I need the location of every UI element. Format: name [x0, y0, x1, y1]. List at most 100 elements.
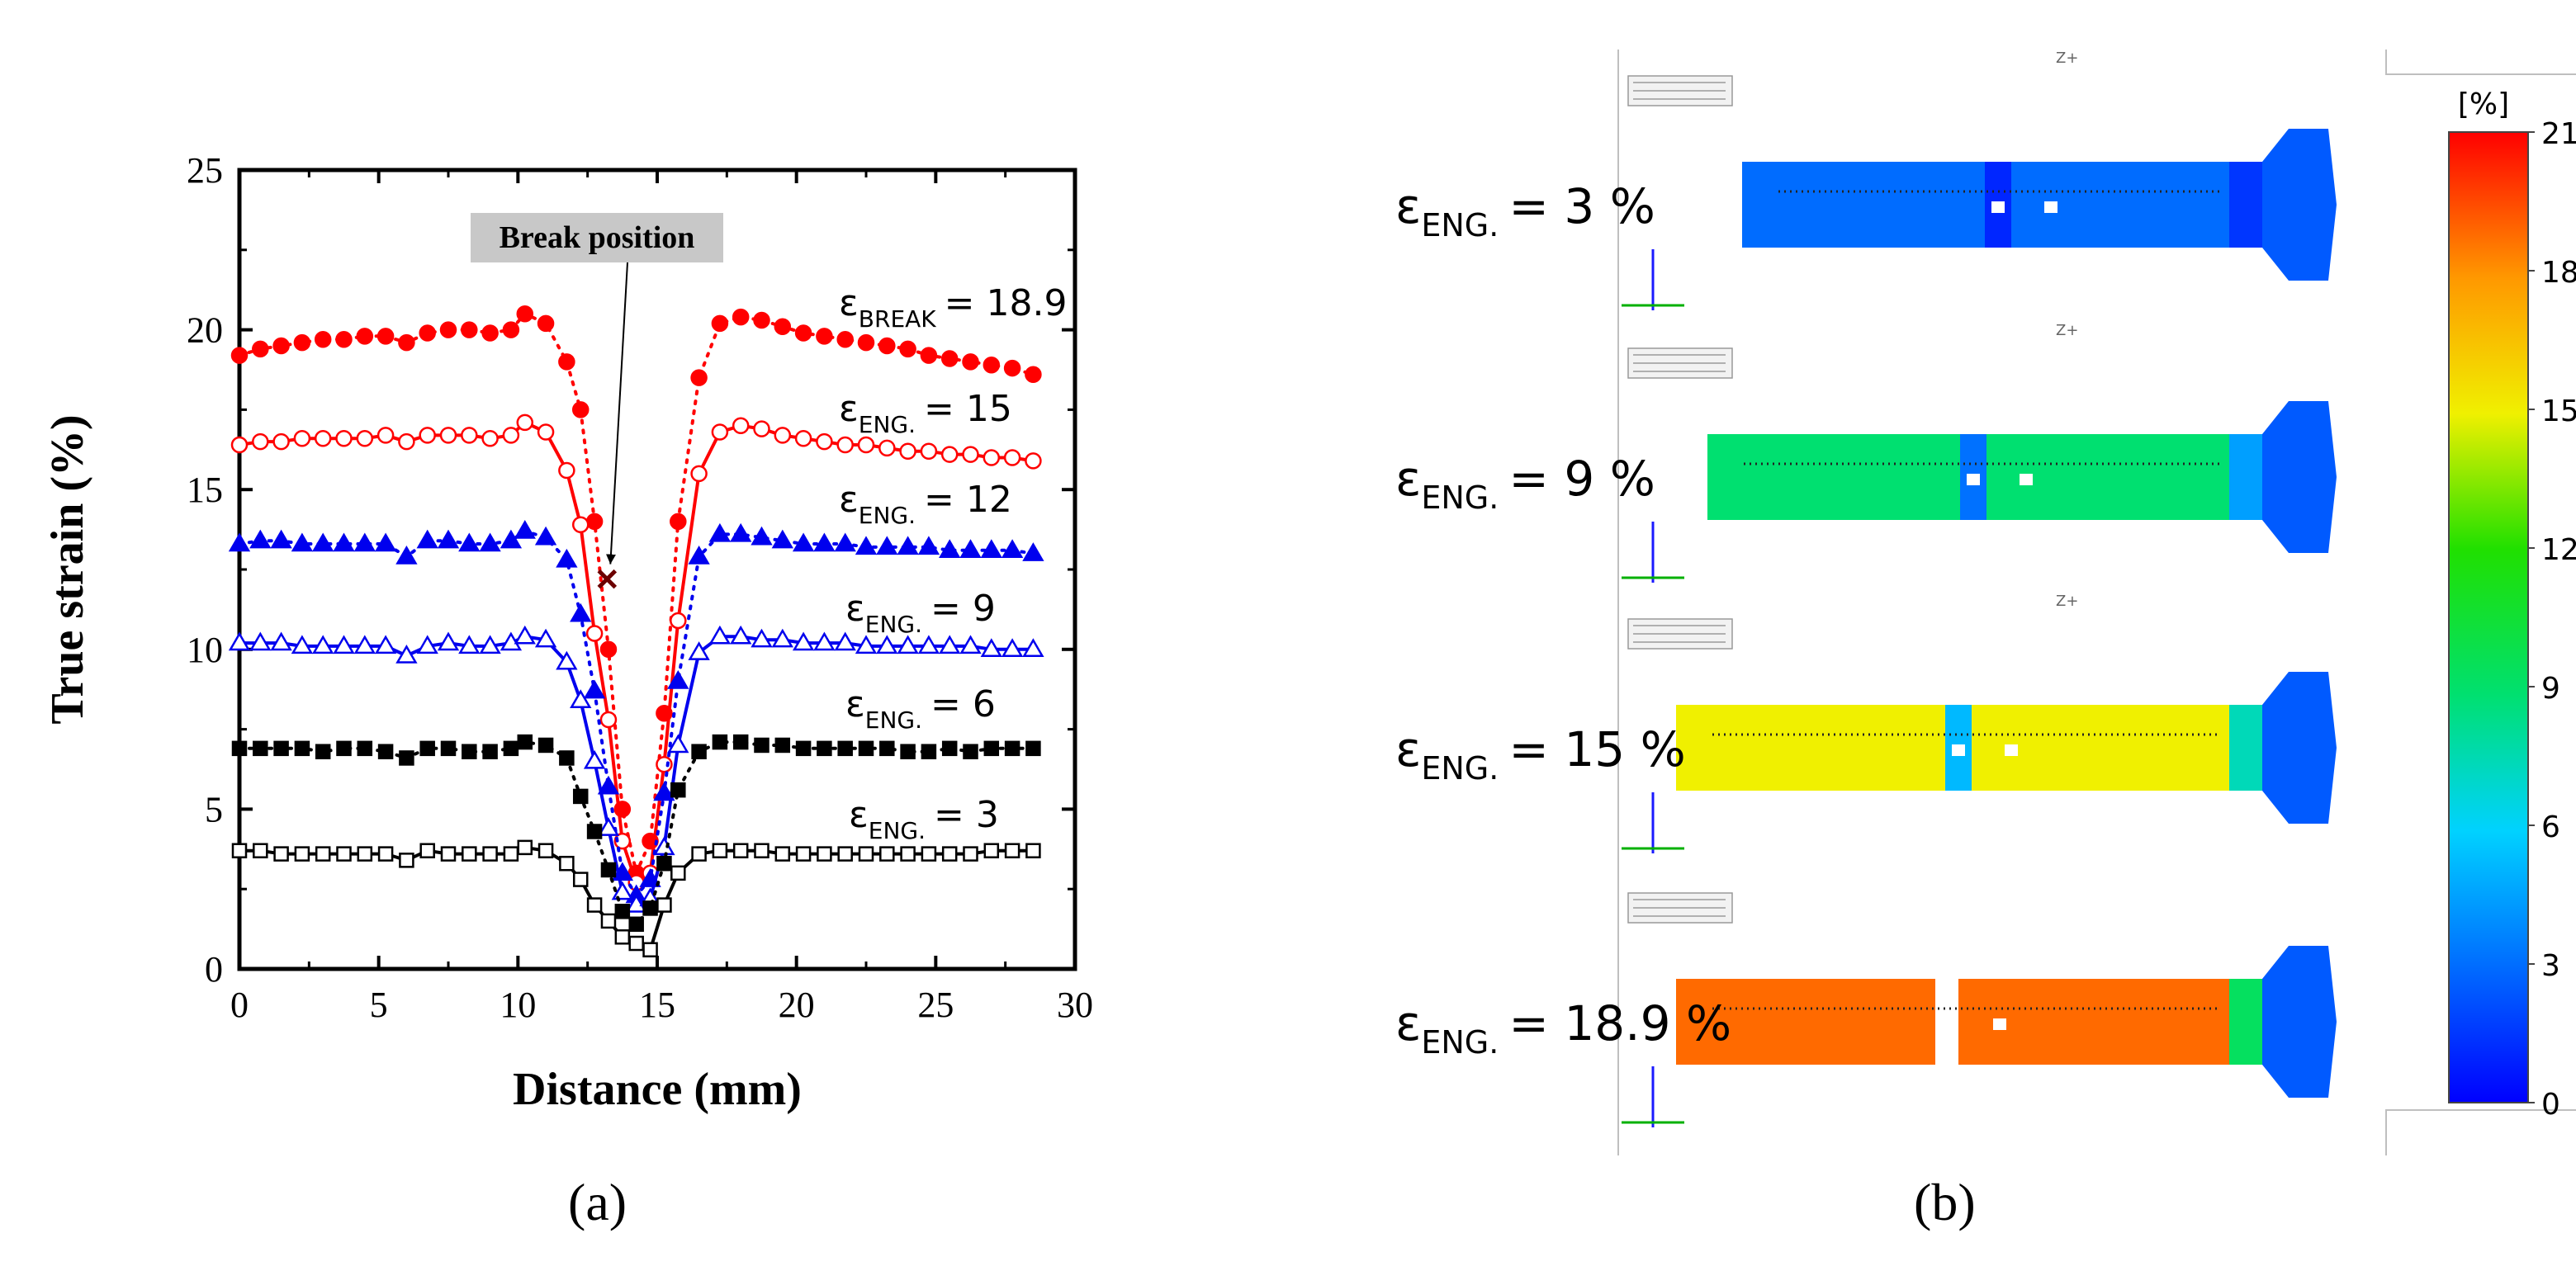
data-point — [816, 432, 833, 451]
x-tick-label: 20 — [779, 985, 815, 1025]
colorbar-unit: [%] — [2458, 87, 2509, 121]
data-point — [917, 635, 940, 654]
x-tick-label: 5 — [370, 985, 388, 1025]
data-point — [732, 417, 750, 435]
axis-marker: Z+ — [2056, 593, 2078, 610]
data-point — [461, 321, 478, 338]
data-point — [556, 548, 578, 568]
specimen-gauge — [1742, 162, 2262, 248]
data-point — [458, 532, 481, 552]
data-point — [962, 353, 979, 371]
data-point — [503, 846, 519, 862]
x-tick-label: 30 — [1057, 985, 1093, 1025]
data-point — [614, 929, 631, 945]
data-point — [980, 539, 1002, 559]
data-point — [962, 446, 979, 463]
data-point — [792, 532, 815, 552]
data-point — [939, 635, 961, 654]
data-point — [857, 333, 875, 352]
data-point — [837, 846, 853, 862]
data-point — [231, 740, 248, 757]
colorbar-tick-label: 21 — [2541, 117, 2576, 151]
series-eps_BREAK — [230, 305, 1042, 882]
data-point — [537, 423, 555, 441]
marker-point — [1991, 201, 2005, 213]
data-point — [353, 635, 376, 654]
data-point — [837, 740, 853, 757]
data-point — [794, 324, 812, 342]
data-point — [514, 520, 536, 539]
data-point — [774, 846, 791, 862]
data-point — [294, 740, 310, 757]
data-point — [333, 532, 355, 552]
colorbar-frame-bottom — [2385, 1109, 2576, 1155]
break-position-arrow — [605, 262, 628, 565]
data-point — [920, 442, 938, 460]
data-point — [479, 635, 501, 654]
data-point — [670, 513, 687, 531]
marker-point — [1993, 1018, 2006, 1030]
data-point — [517, 839, 533, 856]
series-eps_ENG_6 — [231, 734, 1041, 933]
specimen-gauge — [1707, 434, 2262, 520]
data-point — [312, 635, 334, 654]
series-line — [238, 311, 1035, 879]
specimen-grip — [2262, 946, 2337, 1098]
data-point — [399, 853, 414, 868]
data-point — [656, 755, 673, 773]
data-point — [537, 737, 554, 754]
specimen-neck — [1960, 434, 1986, 520]
data-point — [1001, 638, 1024, 658]
data-point — [335, 330, 353, 348]
data-point — [1001, 539, 1024, 559]
data-point — [708, 625, 732, 645]
data-point — [273, 740, 289, 757]
data-point — [572, 788, 589, 805]
data-point — [670, 865, 686, 881]
data-point — [503, 740, 519, 757]
x-axis-label: Distance (mm) — [513, 1064, 802, 1115]
series-eps_ENG_3 — [231, 839, 1041, 958]
panel-a-label: (a) — [568, 1173, 627, 1231]
data-point — [570, 689, 592, 709]
strain-chart: 0 5 10 15 20 25 30 0 5 10 15 20 25 εBREAK = 18.9 εENG.… — [42, 150, 1093, 1115]
data-point — [963, 846, 978, 862]
specimen-gauge — [1676, 705, 2262, 791]
data-point — [293, 429, 311, 447]
data-point — [514, 625, 536, 645]
data-point — [774, 318, 792, 335]
axis-marker: Z+ — [2056, 50, 2078, 67]
data-point — [751, 628, 773, 648]
data-point — [377, 846, 394, 862]
specimen-neck — [1985, 162, 2011, 248]
data-point — [336, 740, 352, 757]
data-point — [583, 749, 606, 769]
data-point — [834, 532, 856, 552]
data-point — [900, 846, 916, 862]
data-point — [795, 846, 812, 862]
data-point — [559, 750, 575, 766]
data-point — [357, 740, 373, 757]
data-point — [921, 744, 937, 759]
data-point — [597, 775, 620, 795]
y-tick-label: 10 — [187, 630, 223, 670]
y-tick-label: 25 — [187, 150, 223, 191]
data-point — [963, 744, 978, 759]
specimen-transition — [2229, 705, 2262, 791]
data-point — [482, 744, 498, 759]
data-point — [1025, 740, 1041, 757]
data-point — [419, 740, 435, 757]
data-point — [516, 305, 534, 323]
data-point — [230, 436, 249, 454]
data-point — [462, 744, 477, 759]
data-point — [1025, 366, 1042, 384]
specimen-transition — [2229, 434, 2262, 520]
data-point — [253, 843, 268, 858]
data-point — [1004, 843, 1020, 858]
data-point — [537, 843, 554, 858]
series-label: εENG. = 15 — [839, 388, 1012, 438]
data-point — [439, 427, 457, 444]
data-point — [771, 628, 793, 648]
data-point — [857, 436, 875, 454]
specimen-transition — [2229, 979, 2262, 1065]
